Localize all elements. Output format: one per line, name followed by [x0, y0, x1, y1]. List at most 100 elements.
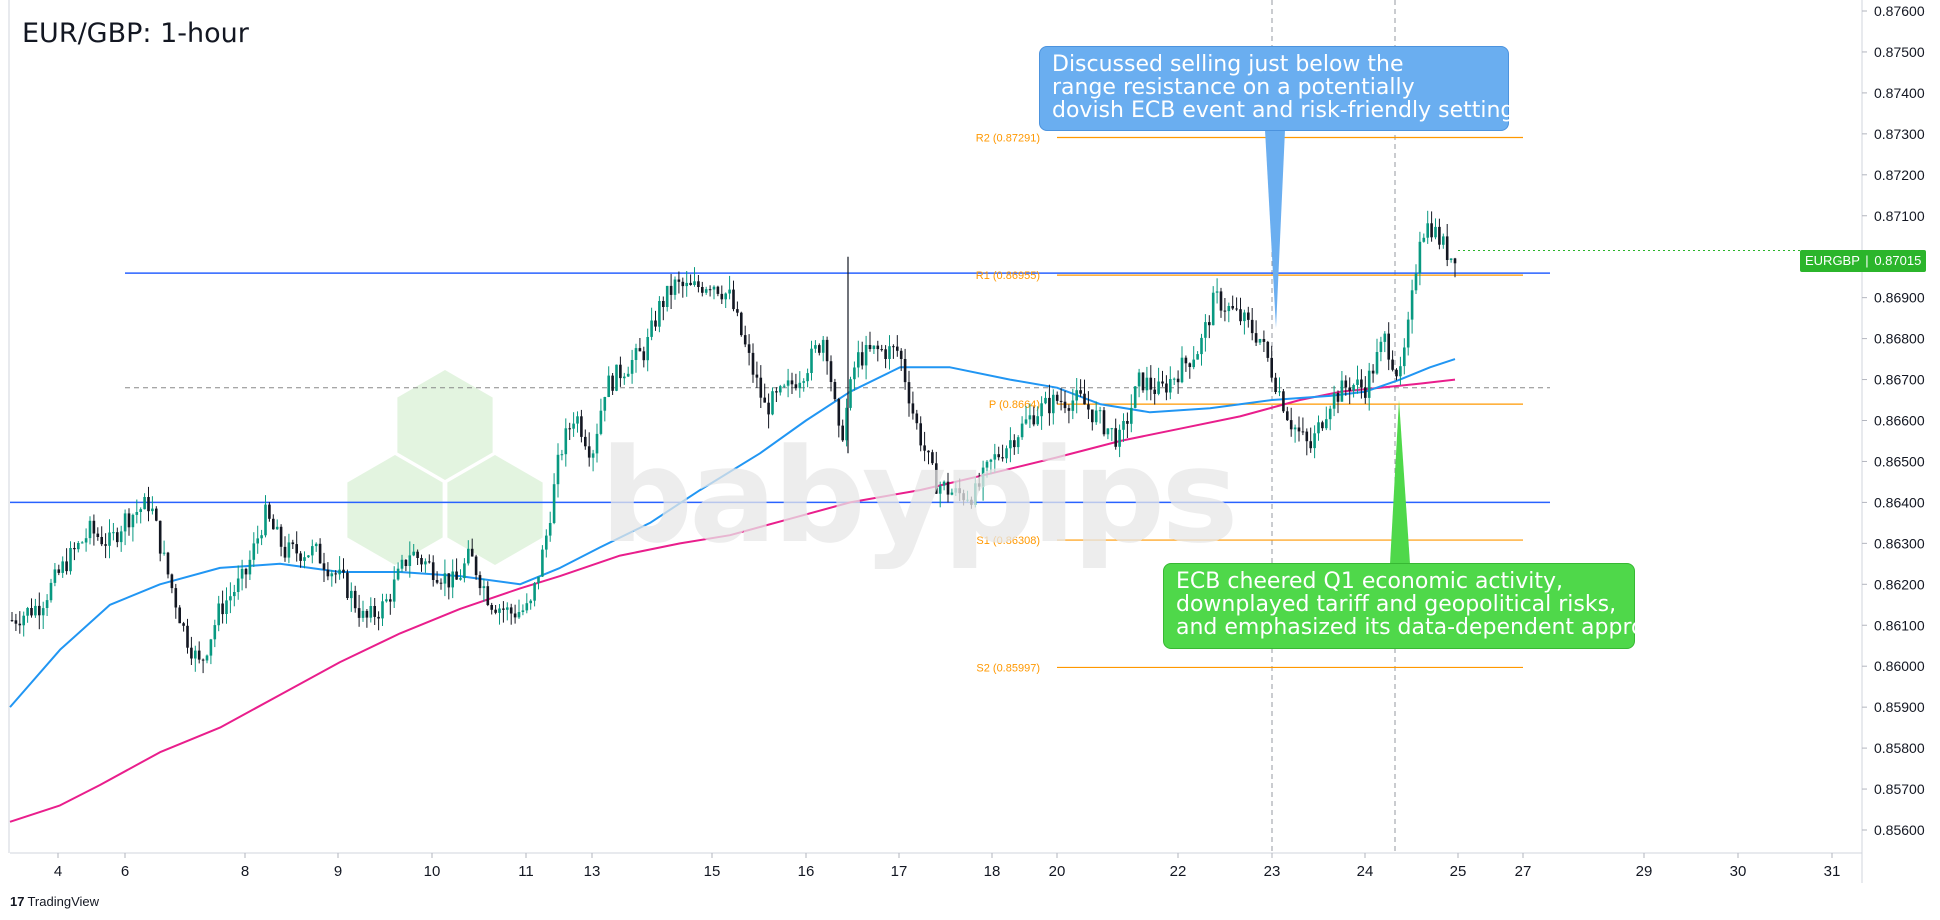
candle-body [1348, 387, 1351, 391]
candle-body [1094, 410, 1098, 423]
candle-body [41, 608, 45, 616]
candle-body [1169, 379, 1172, 393]
candle-body [1048, 397, 1051, 414]
x-tick-label: 11 [518, 863, 534, 880]
candle-body [638, 348, 642, 352]
candle-body [416, 551, 419, 558]
candle-body [1052, 394, 1055, 414]
candle-body [794, 384, 798, 389]
candle-body [443, 573, 447, 584]
candle-body [689, 282, 692, 285]
candle-body [701, 287, 704, 293]
candle-body [1262, 339, 1266, 342]
tradingview-logo[interactable]: 17 TradingView [10, 894, 99, 909]
candle-body [556, 454, 560, 485]
candle-body [650, 320, 653, 337]
candle-body [560, 454, 564, 456]
candle-body [1367, 370, 1371, 398]
candle-body [1360, 379, 1363, 388]
y-tick-label: 0.86300 [1874, 535, 1925, 551]
candle-body [1180, 357, 1184, 383]
candle-body [814, 345, 817, 349]
candle-body [946, 481, 950, 495]
candle-body [806, 373, 809, 382]
candle-body [841, 425, 844, 441]
candle-body [708, 289, 712, 291]
candle-body [1250, 319, 1254, 334]
x-tick-label: 9 [334, 863, 342, 880]
candle-body [100, 537, 103, 545]
ma-blue-line [9, 358, 1456, 708]
candle-body [899, 350, 903, 359]
candle-body [1430, 223, 1433, 238]
candle-body [1122, 421, 1125, 430]
y-tick-label: 0.87200 [1874, 167, 1925, 183]
y-tick-label: 0.87300 [1874, 126, 1925, 142]
candle-body [506, 607, 509, 610]
candle-body [712, 286, 716, 290]
candle-body [587, 446, 591, 458]
candle-body [182, 623, 185, 626]
candle-body [1165, 383, 1168, 393]
candle-body [1040, 403, 1043, 417]
candle-body [517, 612, 521, 618]
candle-body [346, 572, 349, 598]
y-tick-label: 0.85800 [1874, 740, 1925, 756]
candle-body [884, 349, 887, 359]
last-price-badge: EURGBP | 0.87015 [1800, 250, 1927, 272]
y-tick-label: 0.87100 [1874, 208, 1925, 224]
candle-body [295, 544, 298, 554]
candle-body [127, 513, 131, 528]
candle-body [197, 650, 201, 660]
candle-body [233, 592, 236, 597]
candle-body [1313, 433, 1316, 449]
candle-body [412, 551, 415, 556]
candle-body [275, 526, 279, 530]
candle-body [720, 293, 724, 300]
x-tick-label: 10 [424, 863, 441, 880]
candle-body [104, 544, 107, 546]
candle-body [252, 543, 256, 560]
candle-body [693, 281, 696, 285]
candle-body [73, 548, 76, 550]
candle-body [763, 397, 766, 403]
candle-body [314, 543, 318, 547]
candle-body [989, 459, 993, 462]
candle-body [155, 508, 158, 521]
candle-body [642, 351, 646, 361]
y-tick-label: 0.85900 [1874, 699, 1925, 715]
candle-body [498, 608, 501, 613]
x-tick-label: 20 [1049, 863, 1066, 880]
candle-body [552, 484, 556, 523]
candle-body [1219, 291, 1223, 311]
candle-body [1005, 448, 1008, 459]
tradingview-mark-icon: 17 [10, 894, 25, 909]
candle-body [1375, 352, 1379, 374]
candle-body [264, 504, 267, 536]
candle-body [96, 533, 100, 537]
candle-body [782, 385, 786, 387]
candle-body [977, 483, 981, 487]
callout-green: ECB cheered Q1 economic activity, downpl… [1163, 563, 1684, 649]
candle-body [825, 339, 829, 362]
candle-body [802, 381, 805, 383]
candle-body [151, 508, 154, 512]
candle-body [1270, 357, 1273, 378]
y-tick-label: 0.86200 [1874, 576, 1925, 592]
candle-body [751, 352, 755, 375]
candle-body [334, 573, 337, 575]
candle-body [993, 454, 997, 460]
candle-body [580, 416, 583, 437]
candle-body [595, 433, 599, 454]
candle-body [880, 349, 883, 351]
x-tick-label: 27 [1515, 863, 1532, 880]
candle-body [837, 399, 841, 426]
y-tick-label: 0.87400 [1874, 85, 1925, 101]
candle-body [291, 542, 295, 545]
candle-body [685, 282, 688, 287]
candle-body [576, 416, 579, 424]
candle-body [775, 391, 778, 393]
candle-body [728, 289, 731, 294]
candle-body [1172, 378, 1176, 380]
